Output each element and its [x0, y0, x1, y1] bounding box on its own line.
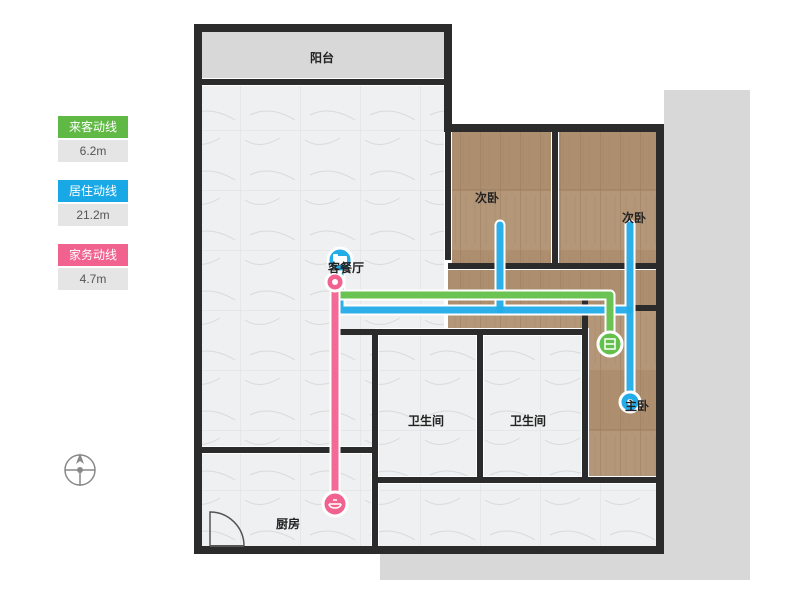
floor-bath2: [484, 336, 581, 476]
label-bath2: 卫生间: [510, 413, 546, 428]
label-living: 客餐厅: [327, 260, 364, 275]
compass-icon: [60, 450, 100, 490]
label-bath1: 卫生间: [408, 413, 444, 428]
label-kitchen: 厨房: [276, 516, 300, 531]
legend-title: 来客动线: [58, 116, 128, 138]
label-bed2a: 次卧: [475, 190, 499, 205]
label-master: 主卧: [625, 398, 649, 413]
label-bed2b: 次卧: [622, 210, 646, 225]
floor-plan: 阳台 客餐厅 次卧 次卧 卫生间 卫生间 主卧 厨房: [180, 10, 760, 590]
legend-title: 家务动线: [58, 244, 128, 266]
legend-value: 4.7m: [58, 268, 128, 290]
legend-value: 6.2m: [58, 140, 128, 162]
floor-bath1: [379, 336, 476, 476]
floor-bed2b: [559, 132, 656, 266]
legend-item-guest: 来客动线 6.2m: [58, 116, 128, 162]
legend: 来客动线 6.2m 居住动线 21.2m 家务动线 4.7m: [58, 116, 128, 308]
label-balcony: 阳台: [310, 50, 334, 65]
floor-bottom-strip: [379, 484, 660, 546]
legend-value: 21.2m: [58, 204, 128, 226]
legend-item-living: 居住动线 21.2m: [58, 180, 128, 226]
legend-item-chore: 家务动线 4.7m: [58, 244, 128, 290]
legend-title: 居住动线: [58, 180, 128, 202]
